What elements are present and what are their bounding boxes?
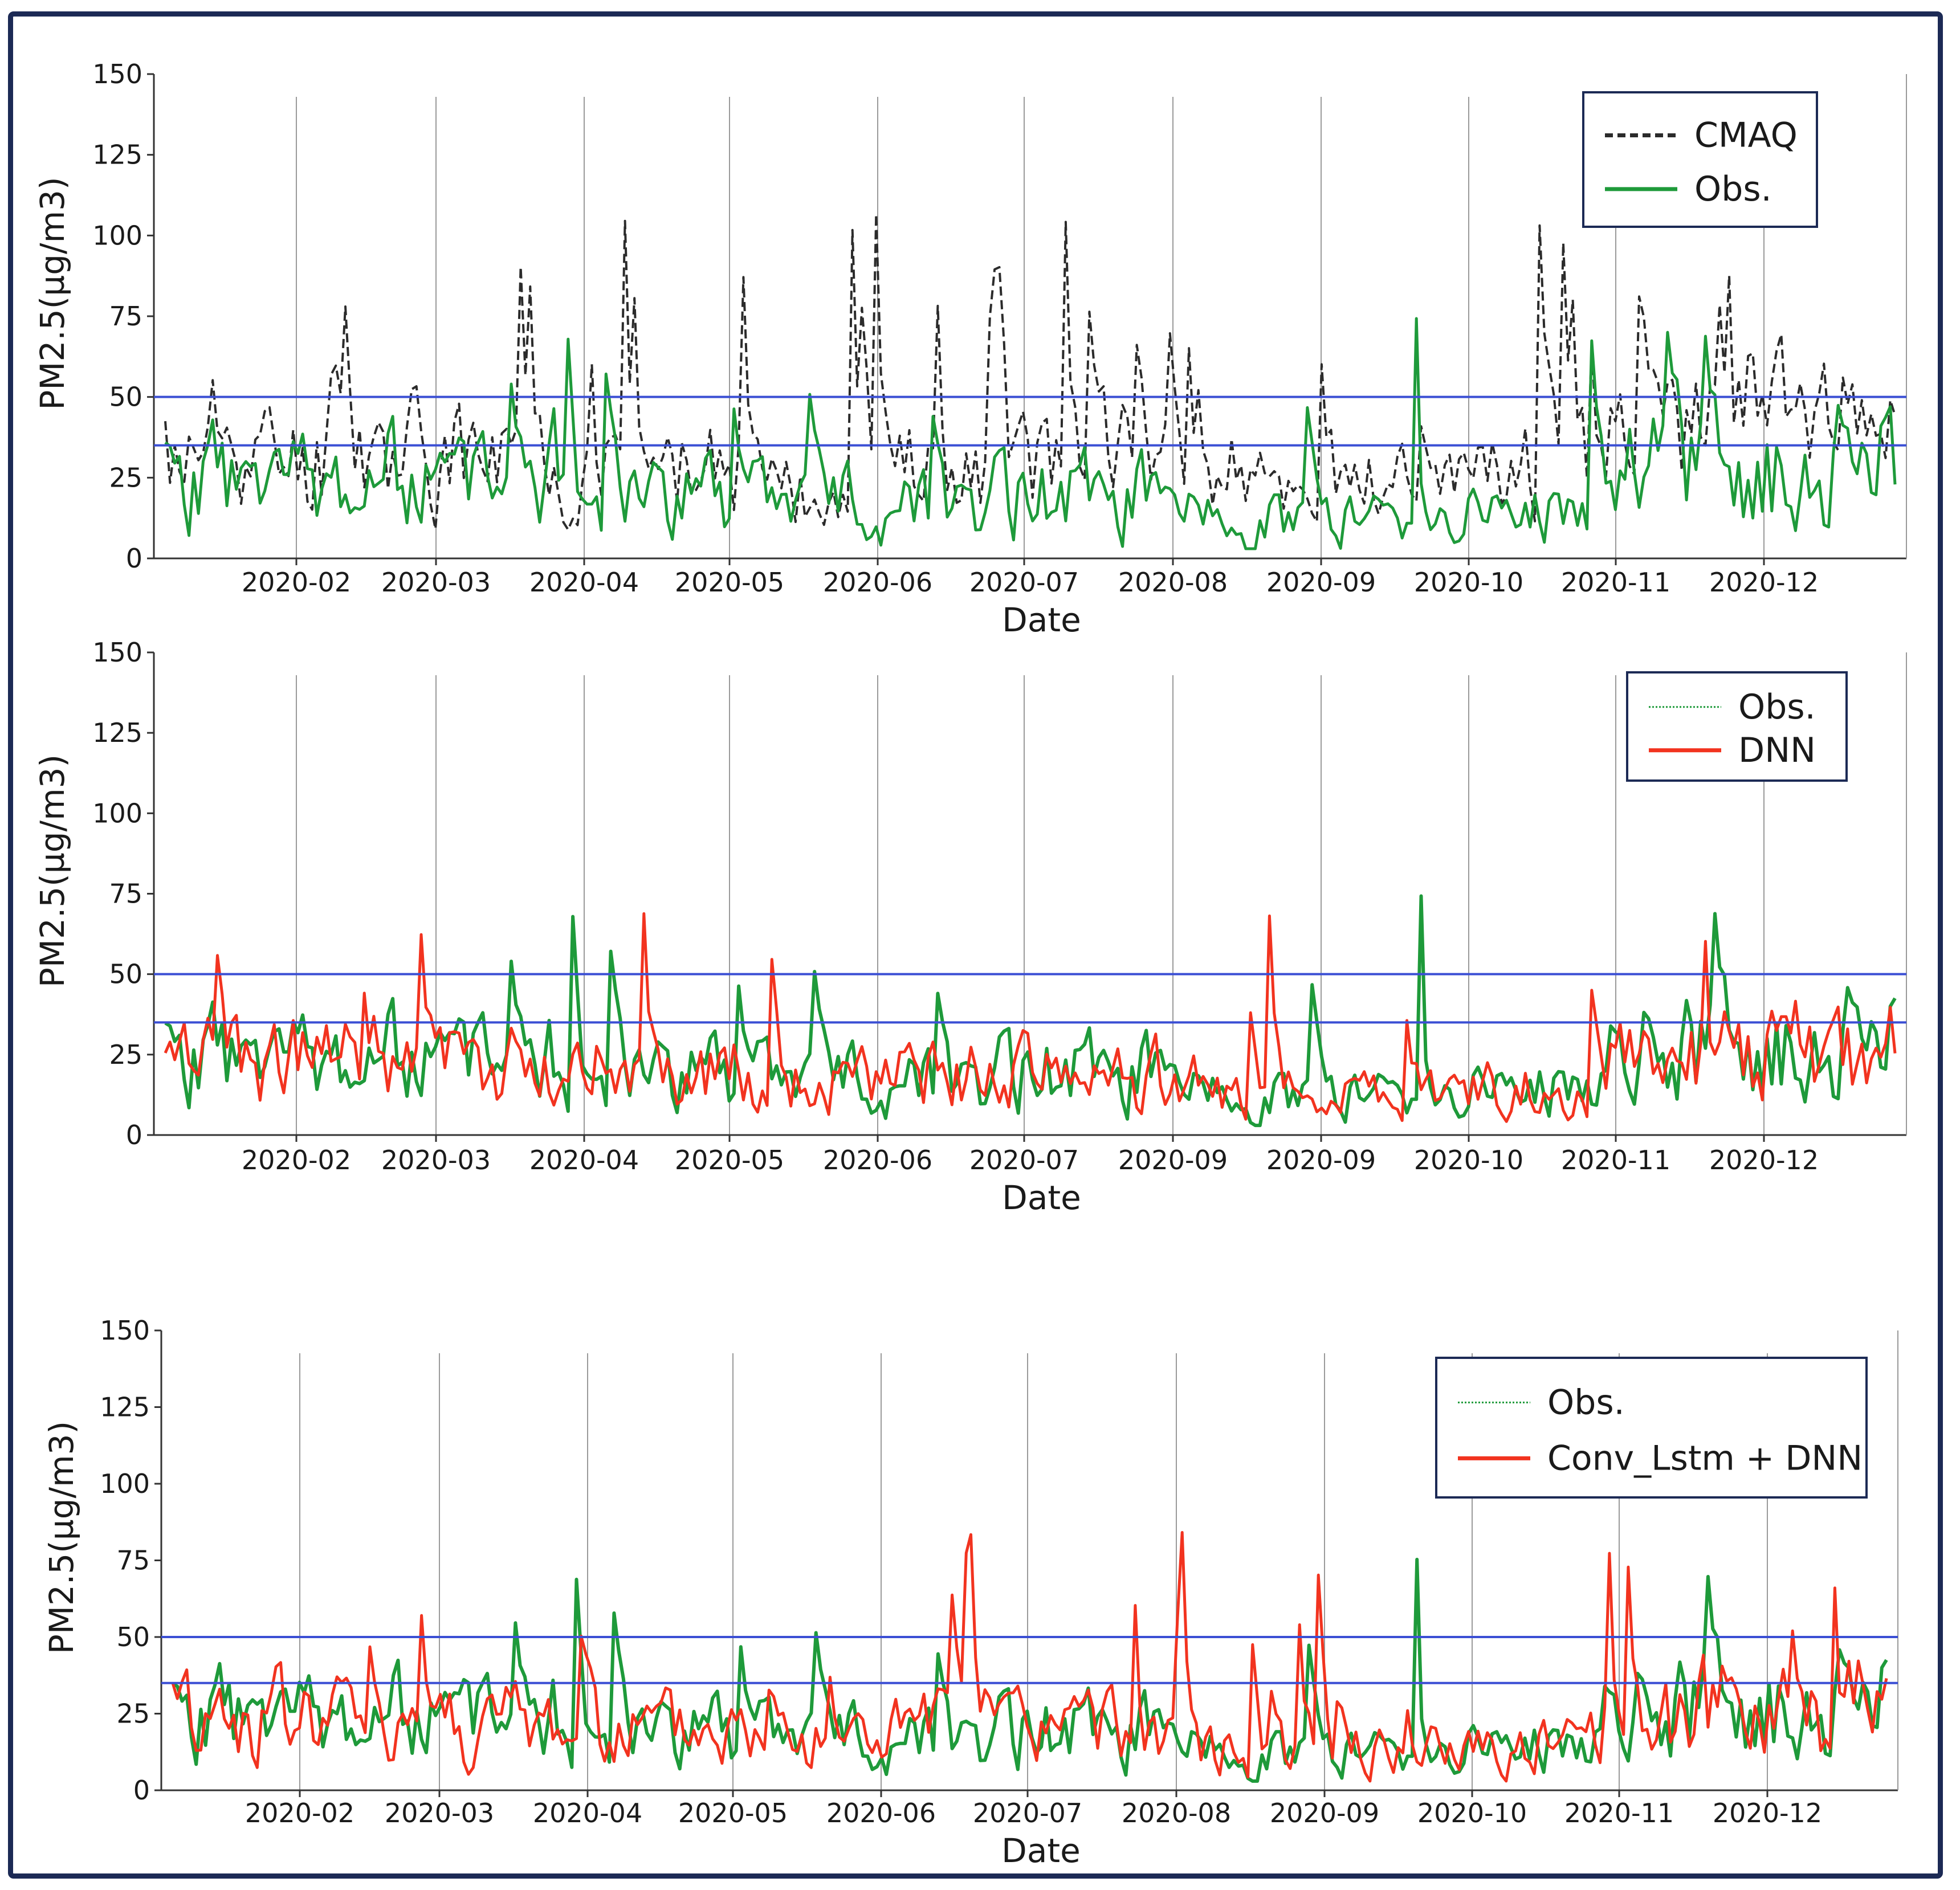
x-tick-label: 2020-09 (1118, 1145, 1228, 1175)
y-tick-label: 75 (109, 301, 142, 332)
y-tick-label: 0 (126, 1120, 142, 1150)
x-axis-label: Date (1001, 1831, 1081, 1870)
x-tick-label: 2020-08 (1122, 1798, 1231, 1828)
y-tick-label: 50 (109, 959, 142, 990)
legend-label: Obs. (1547, 1382, 1625, 1422)
x-tick-label: 2020-05 (678, 1798, 788, 1828)
series-line-dnn (164, 912, 1897, 1123)
y-tick-label: 150 (92, 59, 142, 89)
y-tick-label: 75 (116, 1545, 150, 1576)
y-tick-label: 25 (116, 1699, 150, 1729)
y-tick-label: 125 (92, 717, 142, 748)
y-tick-label: 125 (92, 140, 142, 170)
x-tick-label: 2020-04 (533, 1798, 642, 1828)
legend-label: Conv_Lstm + DNN (1547, 1438, 1863, 1478)
x-tick-label: 2020-03 (381, 567, 491, 598)
x-tick-label: 2020-10 (1417, 1798, 1527, 1828)
series-line-obs- (164, 894, 1897, 1128)
x-tick-label: 2020-02 (242, 567, 351, 598)
y-tick-label: 125 (100, 1392, 150, 1423)
legend-label: Obs. (1694, 169, 1772, 209)
x-tick-label: 2020-02 (242, 1145, 351, 1175)
legend-label: Obs. (1738, 687, 1816, 727)
x-tick-label: 2020-08 (1118, 567, 1228, 598)
legend-box (1582, 91, 1818, 228)
y-tick-label: 25 (109, 1039, 142, 1070)
x-tick-label: 2020-11 (1561, 567, 1670, 598)
x-tick-label: 2020-12 (1709, 567, 1819, 598)
legend-box (1626, 671, 1848, 782)
y-tick-label: 150 (100, 1315, 150, 1346)
x-tick-label: 2020-12 (1713, 1798, 1822, 1828)
x-tick-label: 2020-03 (385, 1798, 494, 1828)
legend-box (1435, 1357, 1868, 1499)
y-tick-label: 100 (100, 1468, 150, 1499)
series-line-conv-lstm-dnn (171, 1531, 1888, 1783)
y-tick-label: 0 (133, 1775, 150, 1806)
x-tick-label: 2020-11 (1564, 1798, 1674, 1828)
y-axis-label: PM2.5(µg/m3) (33, 177, 72, 410)
x-tick-label: 2020-10 (1414, 567, 1523, 598)
legend-label: DNN (1738, 730, 1816, 770)
legend-label: CMAQ (1694, 116, 1798, 156)
x-tick-label: 2020-07 (973, 1798, 1082, 1828)
series-line-obs- (164, 317, 1897, 550)
y-tick-label: 100 (92, 798, 142, 828)
x-tick-label: 2020-04 (529, 1145, 639, 1175)
figure-frame (8, 11, 1943, 1879)
x-tick-label: 2020-12 (1709, 1145, 1819, 1175)
x-tick-label: 2020-07 (969, 1145, 1079, 1175)
x-tick-label: 2020-03 (381, 1145, 491, 1175)
y-tick-label: 100 (92, 220, 142, 251)
x-tick-label: 2020-09 (1270, 1798, 1379, 1828)
y-tick-label: 50 (116, 1622, 150, 1652)
x-tick-label: 2020-10 (1414, 1145, 1523, 1175)
x-tick-label: 2020-06 (826, 1798, 936, 1828)
x-tick-label: 2020-05 (675, 567, 784, 598)
y-tick-label: 25 (109, 462, 142, 493)
x-tick-label: 2020-07 (969, 567, 1079, 598)
chart-panel-3: 0 25 50 75 100 125 150 2020-02 2020-03 2020-04 202… (42, 1315, 1898, 1870)
x-tick-label: 2020-09 (1266, 567, 1376, 598)
x-tick-label: 2020-11 (1561, 1145, 1670, 1175)
series-line-cmaq (164, 213, 1896, 531)
x-tick-label: 2020-05 (675, 1145, 784, 1175)
series-line-obs- (172, 1557, 1888, 1783)
y-tick-label: 75 (109, 879, 142, 909)
y-axis-label: PM2.5(µg/m3) (42, 1421, 81, 1654)
y-tick-label: 50 (109, 382, 142, 413)
x-tick-label: 2020-02 (245, 1798, 354, 1828)
x-tick-label: 2020-09 (1266, 1145, 1376, 1175)
y-axis-label: PM2.5(µg/m3) (33, 754, 72, 987)
x-axis-label: Date (1002, 1178, 1081, 1217)
chart-panel-1: 0 25 50 75 100 125 150 2020-02 2020-03 2020-04 202… (33, 59, 1907, 639)
y-tick-label: 150 (92, 637, 142, 668)
x-tick-label: 2020-06 (823, 1145, 932, 1175)
x-tick-label: 2020-06 (823, 567, 932, 598)
chart-panel-2: 0 25 50 75 100 125 150 2020-02 2020-03 2020-04 202… (33, 637, 1907, 1217)
x-tick-label: 2020-04 (529, 567, 639, 598)
y-tick-label: 0 (126, 543, 142, 574)
x-axis-label: Date (1002, 601, 1081, 639)
